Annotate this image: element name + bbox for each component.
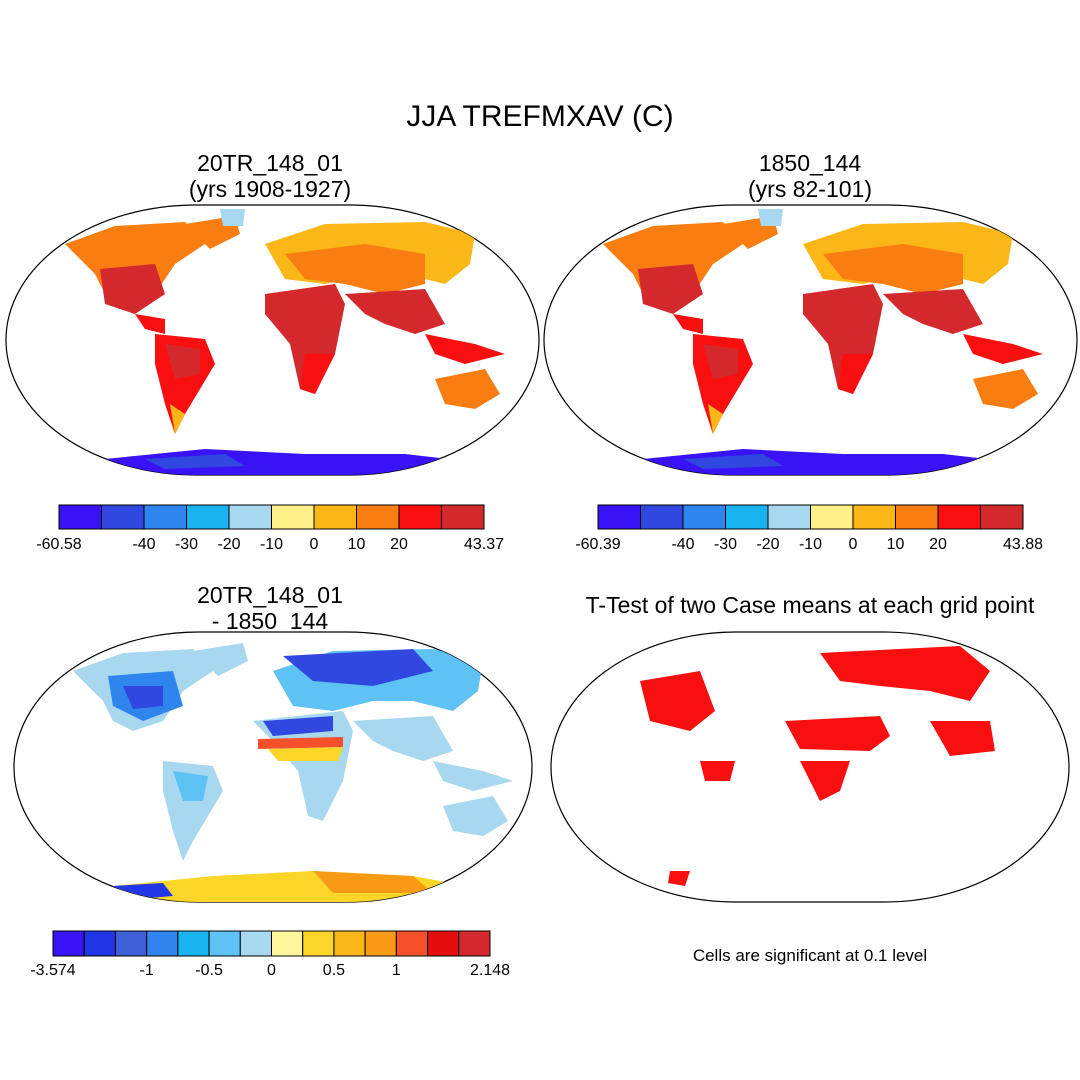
panel-1-title-line2: (yrs 1908-1927) bbox=[188, 176, 352, 202]
colorbar-3-labels: -3.574 -1 -0.5 0 0.5 1 2.148 bbox=[30, 962, 510, 982]
colorbar-1-swatch bbox=[186, 504, 230, 530]
colorbar-3-swatch bbox=[208, 930, 241, 957]
colorbar-2-swatch bbox=[810, 504, 854, 530]
panel-4-title-line1: T-Test of two Case means at each grid po… bbox=[585, 592, 1035, 618]
map-panel-4 bbox=[550, 631, 1070, 903]
colorbar-1-tick-label: -60.58 bbox=[36, 536, 82, 553]
colorbar-1-tick-label: 0 bbox=[309, 536, 319, 553]
colorbar-2-swatch bbox=[767, 504, 811, 530]
colorbar-3-swatch bbox=[333, 930, 366, 957]
panel-4-title: T-Test of two Case means at each grid po… bbox=[540, 592, 1080, 618]
colorbar-2-tick-label: -40 bbox=[671, 536, 695, 553]
colorbar-1-swatch bbox=[58, 504, 102, 530]
panel-2-title: 1850_144 (yrs 82-101) bbox=[540, 150, 1080, 202]
colorbar-3-swatch bbox=[395, 930, 429, 957]
colorbar-3-swatch bbox=[146, 930, 179, 957]
colorbar-2-tick-label: 43.88 bbox=[1002, 536, 1044, 553]
colorbar-2-swatch bbox=[682, 504, 726, 530]
colorbar-2 bbox=[597, 504, 1024, 530]
colorbar-2-swatch bbox=[937, 504, 981, 530]
colorbar-1-tick-label: -40 bbox=[132, 536, 156, 553]
colorbar-1-swatch bbox=[441, 504, 485, 530]
colorbar-1-tick-label: 20 bbox=[390, 536, 408, 553]
panel-3-title-line1: 20TR_148_01 bbox=[197, 582, 343, 608]
colorbar-3 bbox=[52, 930, 491, 957]
map-3-land bbox=[73, 643, 513, 902]
colorbar-2-tick-label: -30 bbox=[713, 536, 738, 553]
colorbar-1-tick-label: 43.37 bbox=[463, 536, 505, 553]
map-4-land bbox=[640, 646, 995, 886]
colorbar-2-swatch bbox=[895, 504, 939, 530]
colorbar-3-tick-label: -1 bbox=[139, 962, 154, 979]
colorbar-2-labels: -60.39 -40 -30 -20 -10 0 10 20 43.88 bbox=[575, 536, 1043, 556]
colorbar-1-swatch bbox=[101, 504, 145, 530]
map-panel-2 bbox=[543, 204, 1078, 476]
colorbar-2-tick-label: -20 bbox=[756, 536, 780, 553]
colorbar-2-tick-label: -10 bbox=[798, 536, 823, 553]
colorbar-1-tick-label: -30 bbox=[174, 536, 199, 553]
colorbar-1-swatch bbox=[228, 504, 272, 530]
panel-1-title-line1: 20TR_148_01 bbox=[197, 150, 343, 176]
map-1-land bbox=[65, 209, 505, 475]
colorbar-3-swatch bbox=[239, 930, 273, 957]
figure-title: JJA TREFMXAV (C) bbox=[406, 100, 674, 133]
colorbar-3-swatch bbox=[302, 930, 335, 957]
panel-2-title-line2: (yrs 82-101) bbox=[748, 176, 872, 202]
colorbar-3-swatch bbox=[114, 930, 148, 957]
colorbar-1-tick-label: -10 bbox=[259, 536, 284, 553]
colorbar-2-swatch bbox=[725, 504, 769, 530]
colorbar-3-swatch bbox=[427, 930, 460, 957]
colorbar-3-tick-label: 0 bbox=[267, 962, 276, 979]
colorbar-3-swatch bbox=[177, 930, 210, 957]
colorbar-2-tick-label: 20 bbox=[929, 536, 947, 553]
colorbar-1-swatch bbox=[398, 504, 442, 530]
colorbar-2-swatch bbox=[852, 504, 896, 530]
colorbar-2-swatch bbox=[597, 504, 641, 530]
colorbar-1-tick-label: -20 bbox=[217, 536, 241, 553]
colorbar-3-tick-label: 1 bbox=[391, 962, 401, 979]
map-panel-3 bbox=[13, 631, 533, 903]
colorbar-1-swatch bbox=[143, 504, 187, 530]
colorbar-1-tick-label: 10 bbox=[347, 536, 366, 553]
map-2-land bbox=[603, 209, 1043, 475]
significance-note: Cells are significant at 0.1 level bbox=[692, 946, 928, 965]
colorbar-2-tick-label: -60.39 bbox=[575, 536, 621, 553]
colorbar-1-swatch bbox=[313, 504, 357, 530]
panel-1-title: 20TR_148_01 (yrs 1908-1927) bbox=[0, 150, 540, 202]
colorbar-3-swatch bbox=[271, 930, 304, 957]
colorbar-2-tick-label: 10 bbox=[886, 536, 905, 553]
colorbar-3-swatch bbox=[83, 930, 116, 957]
map-panel-1 bbox=[5, 204, 540, 476]
panel-3-title-line2: - 1850_144 bbox=[211, 608, 329, 634]
colorbar-1-swatch bbox=[271, 504, 315, 530]
colorbar-1 bbox=[58, 504, 485, 530]
panel-2-title-line1: 1850_144 bbox=[758, 150, 862, 176]
colorbar-3-tick-label: -0.5 bbox=[195, 962, 223, 979]
colorbar-3-tick-label: -3.574 bbox=[30, 962, 76, 979]
colorbar-2-tick-label: 0 bbox=[848, 536, 858, 553]
colorbar-3-tick-label: 0.5 bbox=[322, 962, 346, 979]
colorbar-3-swatch bbox=[52, 930, 85, 957]
colorbar-1-swatch bbox=[356, 504, 400, 530]
panel-3-title: 20TR_148_01 - 1850_144 bbox=[0, 582, 540, 634]
colorbar-2-swatch bbox=[640, 504, 684, 530]
colorbar-3-swatch bbox=[364, 930, 397, 957]
colorbar-1-labels: -60.58 -40 -30 -20 -10 0 10 20 43.37 bbox=[36, 536, 504, 556]
colorbar-3-tick-label: 2.148 bbox=[469, 962, 511, 979]
colorbar-2-swatch bbox=[980, 504, 1024, 530]
colorbar-3-swatch bbox=[458, 930, 491, 957]
